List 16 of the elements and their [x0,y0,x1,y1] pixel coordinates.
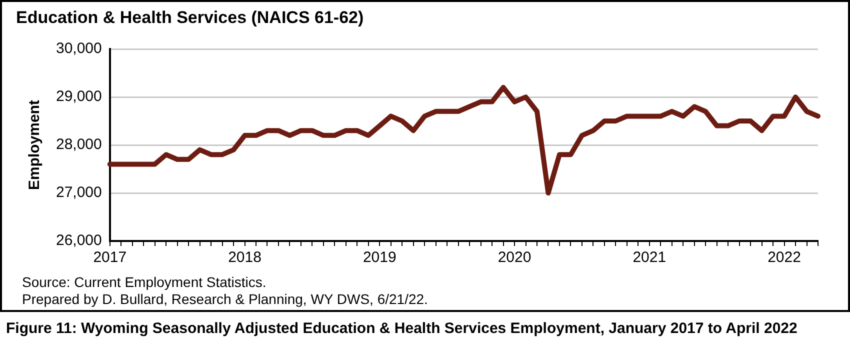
y-tick-label: 26,000 [56,232,102,250]
y-tick-label: 29,000 [56,88,102,106]
x-tick-label: 2017 [93,249,127,266]
chart-title: Education & Health Services (NAICS 61-62) [16,8,364,28]
caption: Figure 11: Wyoming Seasonally Adjusted Education & Health Services Employment, January 2017 to April 2022 [6,320,798,337]
y-tick-label: 28,000 [56,136,102,154]
x-tick-label: 2018 [228,249,262,266]
source-note: Source: Current Employment Statistics. [22,274,268,291]
text: Prepared by D. Bullard, Research & Planning, WY DWS, 6/21/22. [22,291,428,308]
x-tick-label: 2021 [632,249,666,266]
y-axis-title: Employment [26,100,44,190]
x-tick-label: 2022 [768,249,801,266]
x-tick-label: 2019 [362,249,396,266]
y-tick-label: 30,000 [56,40,102,58]
x-tick-label: 2020 [498,249,532,266]
y-tick-label: 27,000 [56,184,102,202]
